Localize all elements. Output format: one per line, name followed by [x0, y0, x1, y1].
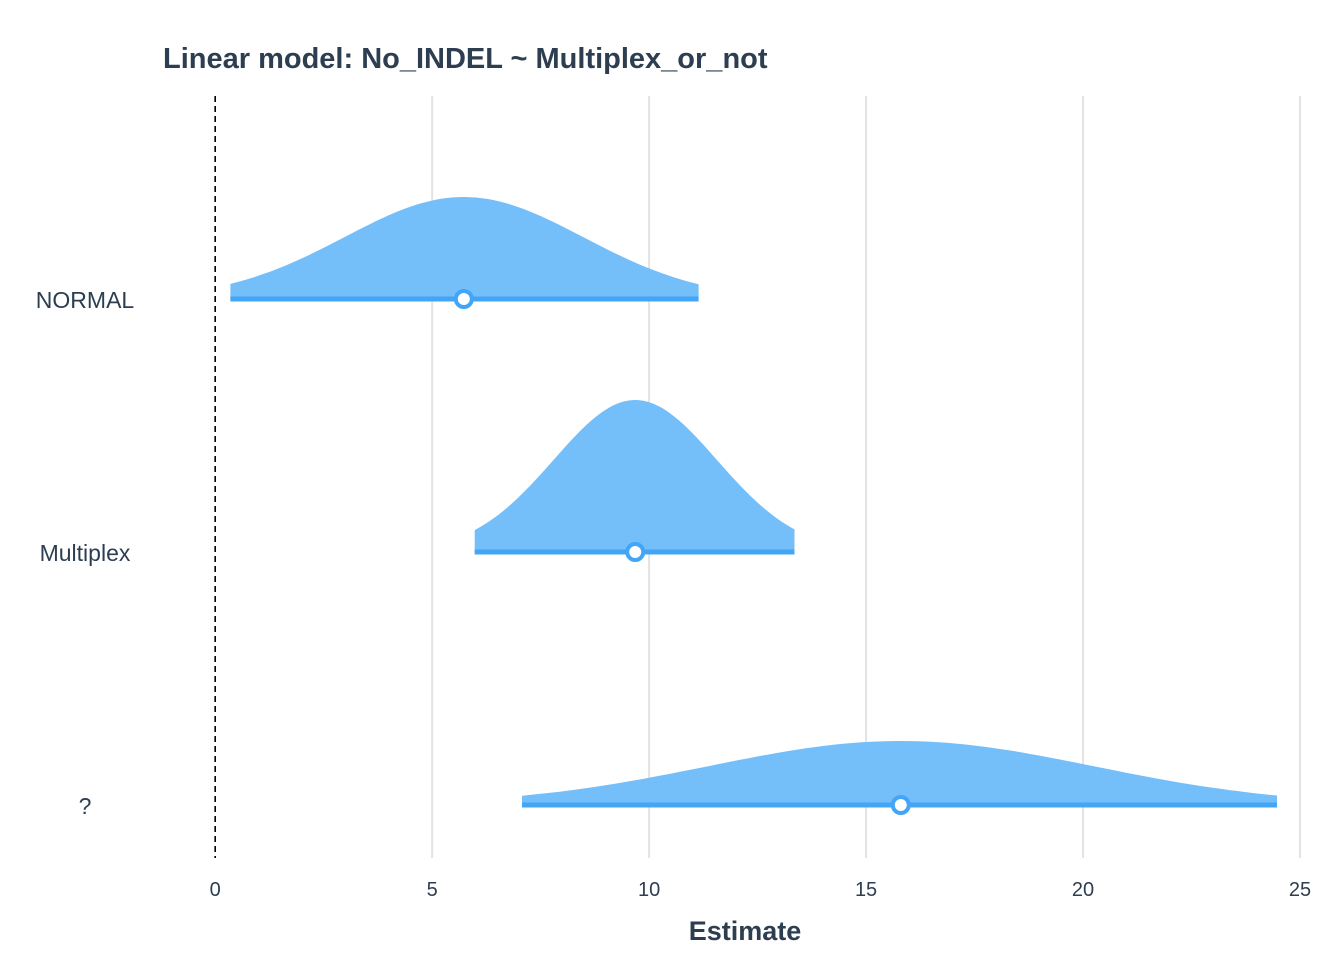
estimate-point-1 [453, 289, 474, 309]
x-axis-label: Estimate [689, 916, 802, 946]
x-tick-label: 10 [638, 879, 660, 901]
y-tick-label-3: ? [79, 793, 92, 819]
point-layer [453, 289, 911, 815]
x-tick-label: 25 [1289, 879, 1311, 901]
density-2 [474, 400, 795, 552]
density-1 [230, 197, 699, 299]
x-tick-labels: 0 5 10 15 20 25 [210, 879, 1311, 901]
x-tick-label: 15 [855, 879, 877, 901]
chart-title: Linear model: No_INDEL ~ Multiplex_or_no… [163, 43, 768, 75]
y-tick-label-2: Multiplex [40, 540, 131, 566]
x-tick-label: 20 [1072, 879, 1094, 901]
estimate-point-3 [890, 795, 911, 815]
y-tick-labels: NORMAL Multiplex? [36, 287, 135, 819]
x-tick-label: 5 [427, 879, 438, 901]
estimate-point-2 [625, 542, 646, 562]
x-tick-label: 0 [210, 879, 221, 901]
density-3 [522, 741, 1277, 805]
y-tick-label-1: NORMAL [36, 287, 135, 313]
